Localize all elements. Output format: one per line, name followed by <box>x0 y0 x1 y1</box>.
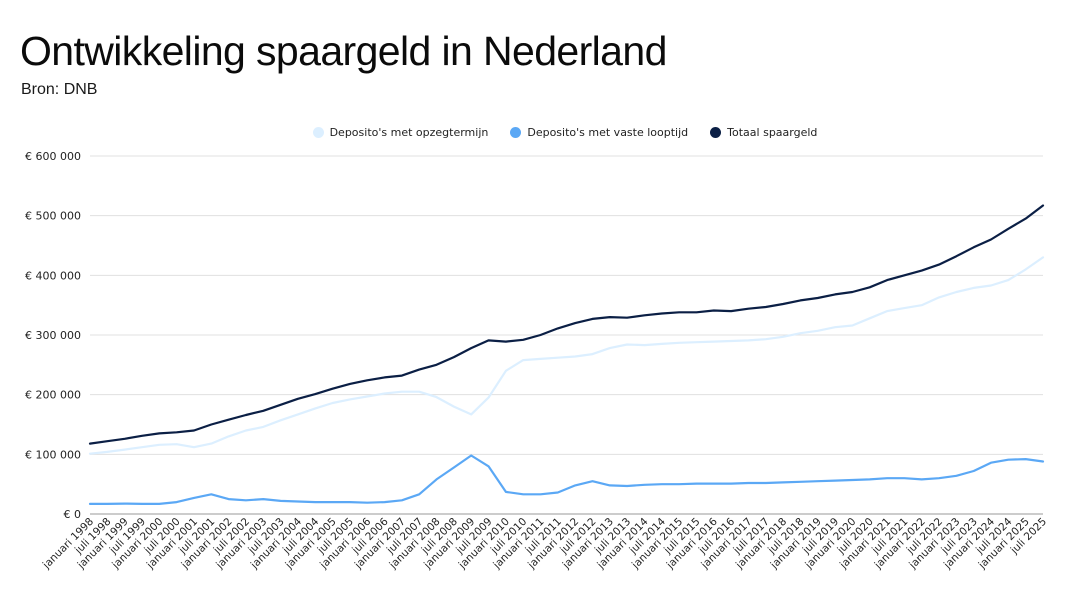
y-tick-label: € 500 000 <box>25 210 81 223</box>
chart-legend: Deposito's met opzegtermijn Deposito's m… <box>0 126 1080 139</box>
legend-item-opzegtermijn[interactable]: Deposito's met opzegtermijn <box>312 126 489 139</box>
legend-dot-totaal-icon <box>710 127 722 138</box>
y-tick-label: € 400 000 <box>25 269 81 282</box>
legend-dot-opzegtermijn-icon <box>312 127 324 138</box>
legend-item-vaste-looptijd[interactable]: Deposito's met vaste looptijd <box>510 126 688 139</box>
y-tick-label: € 200 000 <box>25 389 81 402</box>
chart-source: Bron: DNB <box>21 81 98 98</box>
legend-item-totaal[interactable]: Totaal spaargeld <box>710 126 817 139</box>
series-line-2 <box>88 204 1045 445</box>
chart-title: Ontwikkeling spaargeld in Nederland <box>20 28 667 74</box>
y-tick-label: € 300 000 <box>25 329 81 342</box>
y-tick-label: € 100 000 <box>25 448 81 461</box>
y-axis: € 0 € 100 000 € 200 000 € 300 000 € 400 000 €… <box>25 150 81 521</box>
legend-label-totaal: Totaal spaargeld <box>727 126 818 139</box>
series-lines <box>88 204 1045 505</box>
legend-dot-vaste-looptijd-icon <box>510 127 522 138</box>
legend-label-vaste-looptijd: Deposito's met vaste looptijd <box>527 126 689 139</box>
y-tick-label: € 0 <box>64 508 82 521</box>
series-line-0 <box>88 256 1045 455</box>
legend-label-opzegtermijn: Deposito's met opzegtermijn <box>329 126 489 139</box>
y-tick-label: € 600 000 <box>25 150 81 163</box>
series-line-1 <box>88 454 1045 505</box>
gridlines <box>90 155 1043 515</box>
